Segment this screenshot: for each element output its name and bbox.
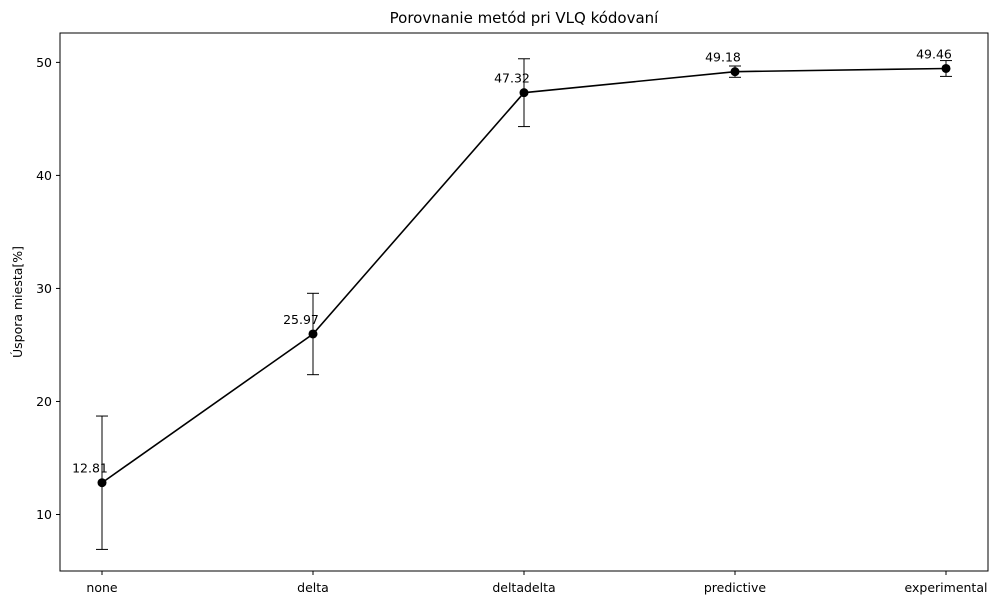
data-label-deltadelta: 47.32 xyxy=(494,71,530,86)
x-tick-label-predictive: predictive xyxy=(704,580,767,595)
x-tick-label-deltadelta: deltadelta xyxy=(492,580,555,595)
y-tick-label-10: 10 xyxy=(36,507,52,522)
data-point-none xyxy=(97,478,107,488)
x-tick-label-experimental: experimental xyxy=(905,580,988,595)
data-label-none: 12.81 xyxy=(72,461,108,476)
plot-frame xyxy=(59,32,989,572)
x-tick-label-none: none xyxy=(86,580,117,595)
series-line xyxy=(101,67,947,484)
y-tick-label-50: 50 xyxy=(36,55,52,70)
data-point-delta xyxy=(308,329,318,339)
data-point-predictive xyxy=(730,67,740,77)
data-point-deltadelta xyxy=(519,88,529,98)
y-axis-label: Úspora miesta[%] xyxy=(10,246,25,358)
data-label-experimental: 49.46 xyxy=(916,46,952,61)
y-tick-label-40: 40 xyxy=(36,168,52,183)
chart-title: Porovnanie metód pri VLQ kódovaní xyxy=(390,9,660,27)
data-point-experimental xyxy=(941,63,951,73)
y-tick-label-20: 20 xyxy=(36,394,52,409)
data-label-predictive: 49.18 xyxy=(705,50,741,65)
data-label-delta: 25.97 xyxy=(283,312,319,327)
x-tick-label-delta: delta xyxy=(297,580,329,595)
y-tick-label-30: 30 xyxy=(36,281,52,296)
